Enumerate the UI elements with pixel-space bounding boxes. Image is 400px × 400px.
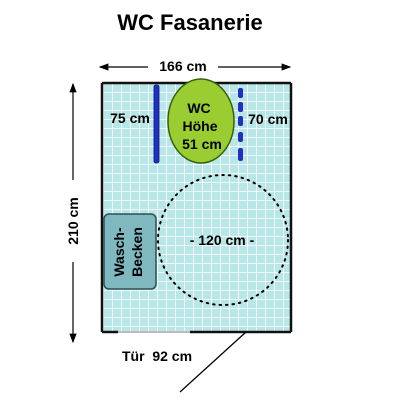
page-title: WC Fasanerie [117, 10, 263, 35]
door-swing-line [179, 331, 247, 393]
sink [103, 213, 157, 290]
door-label: Tür 92 cm [122, 348, 192, 364]
turning-circle [157, 174, 289, 306]
left-gap-label: 75 cm [110, 110, 150, 126]
right-gap-label: 70 cm [248, 111, 288, 127]
sink-label-line1: Wasch- [111, 227, 127, 277]
door [118, 331, 247, 393]
width-dimension: 166 cm [98, 58, 292, 74]
toilet-label-line2: Höhe [183, 118, 218, 134]
toilet-label-line3: 51 cm [182, 136, 222, 152]
sink-label-line2: Becken [129, 227, 145, 277]
grab-bar-right [238, 88, 243, 161]
toilet-label-line1: WC [187, 100, 210, 116]
toilet [167, 78, 235, 164]
grab-bar-left [153, 84, 160, 164]
room-walls [100, 81, 293, 334]
width-label: 166 cm [159, 58, 206, 74]
height-dimension: 210 cm [65, 82, 81, 344]
turning-circle-label: - 120 cm - [190, 232, 255, 248]
height-label: 210 cm [65, 197, 81, 244]
sink-label: Wasch- Becken [111, 227, 145, 277]
